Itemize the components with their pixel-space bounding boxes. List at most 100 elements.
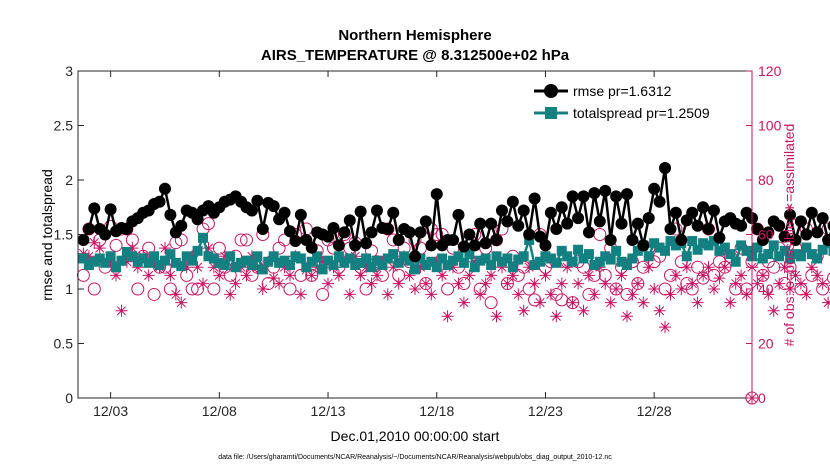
- rmse-point: [593, 215, 606, 228]
- rmse-point: [191, 213, 204, 226]
- totalspread-point: [654, 242, 665, 253]
- totalspread-point: [594, 256, 605, 267]
- totalspread-point: [431, 262, 442, 273]
- assimilated-obs-point: [191, 261, 204, 274]
- totalspread-point: [350, 260, 361, 271]
- assimilated-obs-point: [93, 242, 106, 255]
- totalspread-point: [290, 251, 301, 262]
- totalspread-point: [486, 260, 497, 271]
- assimilated-obs-point: [572, 277, 585, 290]
- y-right-tick-label: 80: [758, 172, 774, 188]
- assimilated-obs-point: [430, 255, 443, 268]
- assimilated-obs-point: [718, 261, 731, 274]
- assimilated-obs-point: [202, 242, 215, 255]
- totalspread-point: [230, 262, 241, 273]
- assimilated-obs-point: [436, 269, 449, 282]
- rmse-point: [528, 192, 541, 205]
- x-tick-label: 12/28: [637, 403, 672, 419]
- y-right-axis-ticks: 0 20 40 60 80 100 120: [746, 63, 782, 406]
- rmse-point: [805, 206, 818, 219]
- assimilated-obs-point: [468, 255, 481, 268]
- totalspread-point: [377, 260, 388, 271]
- totalspread-point: [621, 260, 632, 271]
- rmse-point: [572, 212, 585, 225]
- assimilated-obs-point: [512, 288, 525, 301]
- rmse-point: [735, 219, 748, 232]
- totalspread-point: [399, 251, 410, 262]
- rmse-point: [762, 226, 775, 239]
- rmse-point: [327, 221, 340, 234]
- totalspread-point: [333, 251, 344, 262]
- totalspread-point: [605, 254, 616, 265]
- rmse-point: [485, 217, 498, 230]
- assimilated-obs-point: [686, 277, 699, 290]
- rmse-point: [707, 204, 720, 217]
- totalspread-point: [132, 256, 143, 267]
- assimilated-obs-point: [457, 296, 470, 309]
- assimilated-obs-point: [371, 269, 383, 282]
- x-tick-label: 12/18: [419, 403, 454, 419]
- rmse-point: [539, 239, 552, 252]
- possible-obs-point: [76, 268, 90, 282]
- assimilated-obs-point: [131, 261, 144, 274]
- totalspread-point: [165, 249, 176, 260]
- totalspread-point: [567, 256, 578, 267]
- assimilated-obs-point: [82, 250, 95, 263]
- possible-obs-point: [240, 233, 253, 247]
- totalspread-point: [752, 242, 763, 253]
- series-markers-layer: [77, 162, 830, 275]
- possible-obs-point: [185, 282, 199, 296]
- possible-obs-point: [87, 282, 101, 296]
- assimilated-obs-point: [180, 261, 193, 274]
- totalspread-point: [89, 256, 100, 267]
- totalspread-point: [779, 245, 790, 256]
- assimilated-obs-point: [566, 296, 579, 309]
- y-right-axis-label: # of obs: o=possible; ∗=assimilated: [781, 124, 797, 347]
- assimilated-obs-point: [120, 255, 133, 268]
- totalspread-point: [426, 256, 437, 267]
- totalspread-point: [496, 256, 507, 267]
- rmse-point: [381, 223, 394, 236]
- assimilated-obs-point: [697, 269, 710, 282]
- y-tick-label: 3: [65, 63, 73, 79]
- assimilated-obs-point: [256, 283, 269, 295]
- rmse-point: [669, 206, 682, 219]
- assimilated-obs-point: [593, 261, 606, 274]
- rmse-point: [414, 226, 427, 239]
- possible-obs-point: [131, 282, 145, 296]
- totalspread-point: [687, 236, 698, 247]
- assimilated-obs-point: [724, 296, 737, 309]
- assimilated-obs-point: [322, 277, 334, 290]
- totalspread-point: [317, 264, 328, 275]
- assimilated-obs-point: [316, 255, 329, 268]
- rmse-point: [664, 223, 677, 236]
- totalspread-point: [741, 245, 752, 256]
- assimilated-obs-point: [343, 288, 356, 301]
- totalspread-point: [790, 249, 801, 260]
- rmse-point: [555, 201, 568, 214]
- rmse-point: [675, 233, 688, 246]
- rmse-point: [523, 228, 536, 241]
- rmse-point: [778, 230, 791, 243]
- totalspread-point: [502, 253, 513, 264]
- totalspread-point: [540, 251, 551, 262]
- possible-obs-point: [147, 287, 161, 301]
- rmse-point: [800, 228, 813, 241]
- totalspread-point: [344, 253, 355, 264]
- rmse-point: [642, 212, 655, 225]
- rmse-point: [88, 202, 101, 215]
- x-tick-label: 12/23: [528, 403, 563, 419]
- assimilated-obs-point: [425, 288, 438, 301]
- assimilated-obs-point: [756, 269, 769, 282]
- y-axis-label: rmse and totalspread: [39, 169, 55, 301]
- x-tick-label: 12/03: [93, 403, 128, 419]
- totalspread-point: [801, 242, 812, 253]
- y-right-tick-label: 60: [758, 227, 774, 243]
- totalspread-point: [274, 257, 285, 268]
- totalspread-point: [208, 253, 219, 264]
- rmse-point: [99, 228, 112, 241]
- totalspread-point: [149, 251, 160, 262]
- rmse-point: [474, 217, 487, 230]
- rmse-point: [501, 215, 514, 228]
- assimilated-obs-point: [175, 296, 188, 309]
